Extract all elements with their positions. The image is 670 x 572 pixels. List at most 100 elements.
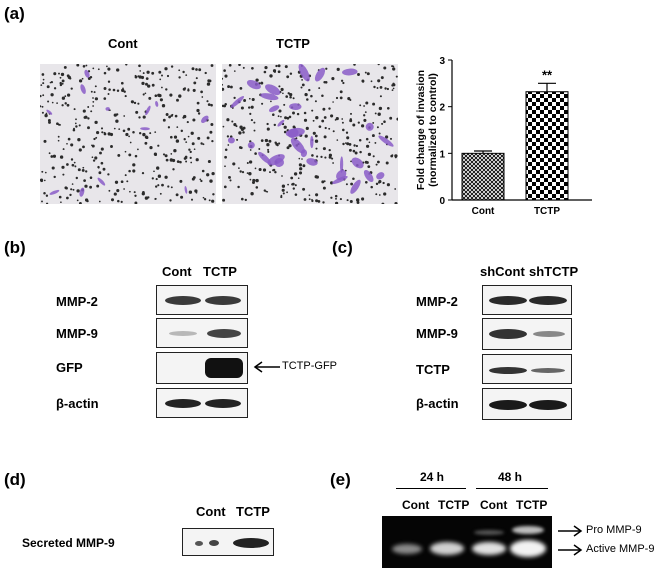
pore-dot	[379, 85, 383, 89]
blot-c-mmp2	[482, 285, 572, 315]
pore-dot	[185, 74, 188, 76]
pore-dot	[383, 66, 387, 70]
pore-dot	[346, 199, 349, 202]
image-label-tctp: TCTP	[276, 36, 310, 51]
pore-dot	[127, 127, 131, 131]
blot-c-row-mmp9: MMP-9	[416, 326, 458, 341]
pore-dot	[145, 77, 149, 80]
pore-dot	[222, 198, 226, 202]
gel-col-tctp-48: TCTP	[516, 498, 548, 512]
pore-dot	[151, 83, 155, 87]
pore-dot	[336, 67, 340, 71]
y-axis-label: Fold change of invasion(normalized to co…	[415, 70, 439, 190]
pore-dot	[57, 135, 60, 138]
pore-dot	[188, 148, 191, 151]
pore-dot	[322, 107, 326, 111]
pore-dot	[118, 128, 121, 130]
pore-dot	[81, 77, 84, 80]
blot-d-secreted-mmp9	[182, 528, 274, 556]
band	[474, 530, 504, 535]
pore-dot	[93, 137, 96, 141]
pore-dot	[332, 162, 334, 164]
pore-dot	[331, 157, 334, 160]
pore-dot	[394, 201, 398, 204]
pore-dot	[255, 186, 259, 189]
pore-dot	[342, 142, 345, 146]
pore-dot	[300, 86, 303, 89]
pore-dot	[56, 102, 58, 104]
invaded-cell	[350, 179, 361, 194]
pore-dot	[121, 88, 125, 93]
pore-dot	[392, 87, 395, 90]
pore-dot	[298, 171, 303, 175]
band	[489, 400, 527, 410]
pore-dot	[151, 71, 155, 75]
pore-dot	[311, 198, 313, 201]
pore-dot	[266, 122, 269, 126]
pore-dot	[53, 72, 57, 76]
pore-dot	[187, 135, 190, 138]
blot-b-col-tctp: TCTP	[203, 264, 237, 279]
pore-dot	[89, 176, 93, 179]
pore-dot	[277, 70, 281, 74]
micrograph-tctp-image	[222, 64, 398, 204]
pore-dot	[87, 117, 90, 120]
pore-dot	[141, 81, 145, 86]
pore-dot	[207, 103, 211, 106]
pore-dot	[107, 67, 111, 71]
pore-dot	[280, 194, 283, 197]
pore-dot	[180, 129, 184, 133]
pore-dot	[159, 98, 163, 102]
pore-dot	[148, 96, 152, 100]
pore-dot	[93, 91, 96, 94]
pore-dot	[267, 150, 270, 153]
significance-annotation: **	[542, 67, 553, 82]
pore-dot	[269, 171, 271, 174]
pore-dot	[42, 94, 45, 97]
pore-dot	[52, 154, 57, 158]
pore-dot	[65, 186, 68, 190]
pore-dot	[97, 68, 100, 71]
invasion-bar-chart: 0 1 2 3 Cont TCTP ** Fold change of invasion(no…	[415, 56, 592, 217]
pore-dot	[132, 163, 136, 167]
pore-dot	[377, 160, 380, 164]
pore-dot	[258, 167, 262, 172]
pore-dot	[251, 97, 255, 102]
pore-dot	[273, 123, 276, 127]
pore-dot	[367, 152, 372, 157]
pore-dot	[238, 167, 240, 169]
pore-dot	[208, 199, 211, 202]
pore-dot	[246, 161, 249, 165]
pore-dot	[292, 111, 295, 115]
pore-dot	[94, 120, 98, 125]
pore-dot	[348, 143, 352, 146]
pore-dot	[320, 155, 323, 159]
pore-dot	[129, 141, 132, 144]
pore-dot	[312, 131, 316, 135]
pore-dot	[242, 66, 245, 69]
invaded-cell	[49, 189, 60, 195]
pore-dot	[75, 118, 77, 121]
pore-dot	[321, 94, 324, 97]
pore-dot	[68, 77, 72, 80]
pore-dot	[60, 201, 62, 204]
pore-dot	[289, 92, 293, 97]
pore-dot	[328, 107, 331, 110]
pore-dot	[384, 87, 387, 90]
pore-dot	[386, 106, 390, 110]
invaded-cell	[298, 64, 310, 82]
band	[165, 296, 201, 305]
blot-c-col-shtctp: shTCTP	[529, 264, 579, 279]
pore-dot	[50, 93, 54, 97]
gel-col-cont-48: Cont	[480, 498, 508, 512]
pore-dot	[322, 147, 326, 151]
pore-dot	[78, 202, 82, 204]
pore-dot	[53, 87, 57, 90]
pore-dot	[260, 139, 264, 142]
pore-dot	[211, 139, 214, 143]
pore-dot	[92, 67, 95, 70]
pore-dot	[304, 134, 308, 138]
pore-dot	[96, 184, 100, 188]
invaded-cell	[351, 157, 364, 169]
pore-dot	[389, 116, 393, 120]
